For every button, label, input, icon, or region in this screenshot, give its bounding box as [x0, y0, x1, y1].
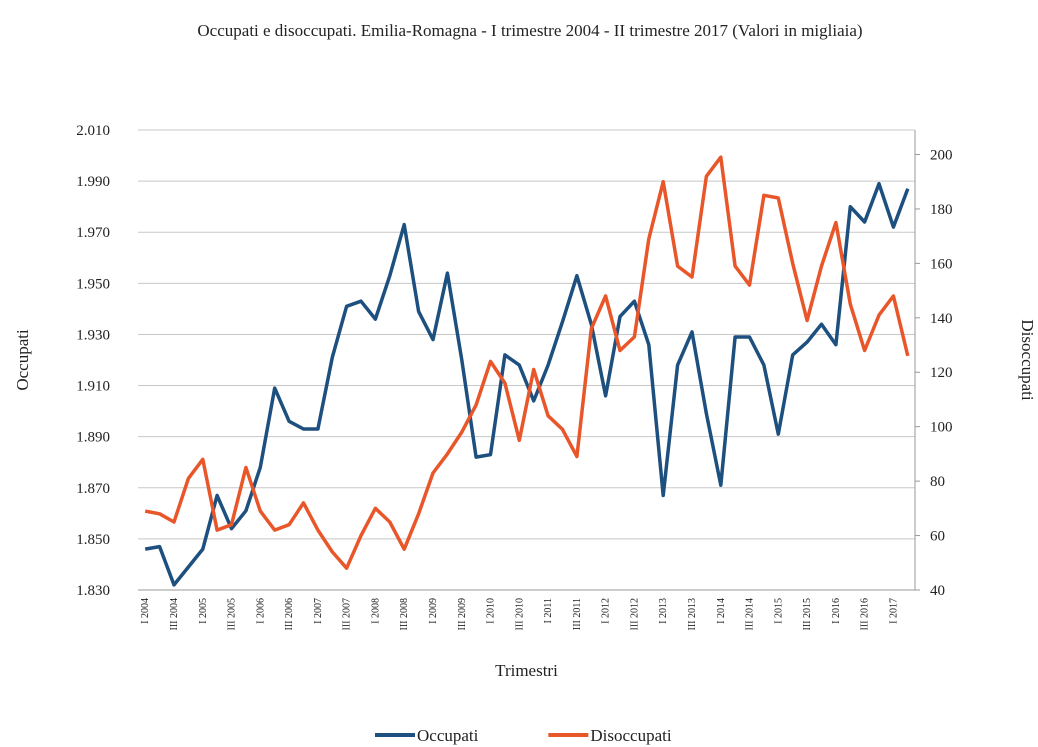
x-tick-label: I 2007 [313, 598, 324, 624]
y-tick-label: 1.950 [76, 276, 110, 292]
y2-tick-label: 80 [930, 474, 945, 490]
chart-title: Occupati e disoccupati. Emilia-Romagna -… [197, 21, 863, 40]
y-tick-label: 2.010 [76, 123, 110, 139]
y2-tick-label: 120 [930, 365, 953, 381]
y2-tick-label: 40 [930, 583, 945, 599]
y-tick-label: 1.910 [76, 379, 110, 395]
x-axis-label: Trimestri [495, 661, 558, 680]
x-tick-label: I 2010 [486, 598, 497, 624]
y-tick-label: 1.830 [76, 583, 110, 599]
x-tick-label: I 2017 [888, 598, 899, 624]
legend-label: Disoccupati [590, 726, 671, 745]
legend-label: Occupati [417, 726, 479, 745]
y2-tick-label: 60 [930, 529, 945, 545]
x-tick-label: III 2009 [457, 598, 468, 631]
x-tick-label: III 2006 [284, 598, 295, 631]
x-tick-label: I 2006 [255, 598, 266, 624]
x-tick-label: III 2013 [687, 598, 698, 631]
x-tick-label: III 2005 [227, 598, 238, 631]
x-tick-label: I 2005 [198, 598, 209, 624]
y-tick-label: 1.970 [76, 225, 110, 241]
x-tick-label: III 2007 [342, 598, 353, 631]
series-line [144, 155, 910, 570]
x-tick-label: I 2012 [601, 598, 612, 624]
y2-axis-label: Disoccupati [1018, 319, 1037, 400]
y-tick-label: 1.990 [76, 174, 110, 190]
y2-tick-label: 180 [930, 202, 953, 218]
x-tick-label: I 2015 [773, 598, 784, 624]
y2-tick-label: 160 [930, 256, 953, 272]
x-tick-label: III 2014 [745, 598, 756, 631]
x-tick-label: I 2013 [658, 598, 669, 624]
series-line [144, 181, 910, 587]
x-tick-label: III 2004 [169, 598, 180, 631]
x-tick-label: III 2012 [629, 598, 640, 631]
y2-tick-label: 140 [930, 311, 953, 327]
x-tick-label: I 2011 [543, 598, 554, 623]
y2-tick-label: 200 [930, 147, 953, 163]
x-tick-label: I 2008 [370, 598, 381, 624]
y-tick-label: 1.890 [76, 430, 110, 446]
x-tick-label: I 2014 [716, 598, 727, 624]
y-tick-label: 1.850 [76, 532, 110, 548]
x-tick-label: III 2008 [399, 598, 410, 631]
x-tick-label: I 2004 [140, 598, 151, 624]
x-tick-label: I 2009 [428, 598, 439, 624]
x-tick-label: III 2011 [572, 598, 583, 630]
x-tick-label: III 2010 [514, 598, 525, 631]
x-tick-label: III 2015 [802, 598, 813, 631]
y-tick-label: 1.870 [76, 481, 110, 497]
y-tick-label: 1.930 [76, 327, 110, 343]
x-tick-label: III 2016 [860, 598, 871, 631]
y2-tick-label: 100 [930, 420, 953, 436]
y-axis-label: Occupati [13, 329, 32, 391]
x-tick-label: I 2016 [831, 598, 842, 624]
